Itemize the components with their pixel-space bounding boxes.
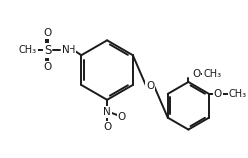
Text: O: O	[214, 89, 222, 99]
Text: CH₃: CH₃	[229, 89, 247, 99]
Text: CH₃: CH₃	[203, 69, 221, 79]
Text: O: O	[43, 28, 52, 38]
Text: O: O	[43, 62, 52, 72]
Text: H: H	[68, 45, 75, 55]
Text: CH₃: CH₃	[19, 45, 37, 55]
Text: O: O	[192, 69, 200, 79]
Text: O: O	[118, 112, 126, 122]
Text: N: N	[62, 45, 69, 55]
Text: O: O	[103, 122, 111, 132]
Text: N: N	[103, 107, 111, 117]
Text: O: O	[146, 81, 155, 91]
Text: S: S	[44, 44, 51, 57]
